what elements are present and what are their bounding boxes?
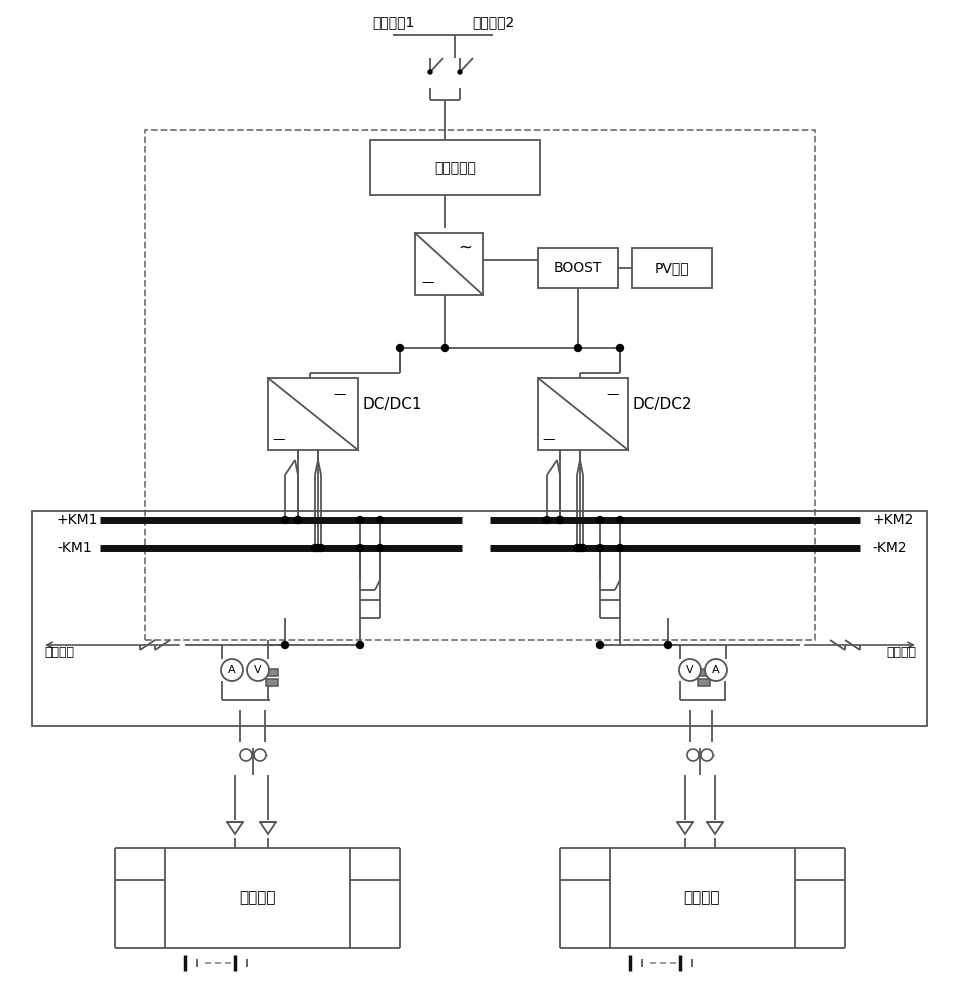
Circle shape bbox=[428, 70, 432, 74]
Bar bbox=[538, 378, 628, 450]
Circle shape bbox=[617, 544, 623, 552]
Circle shape bbox=[617, 344, 623, 352]
Text: 蓄电池组: 蓄电池组 bbox=[239, 890, 275, 906]
Bar bbox=[610, 848, 795, 948]
Circle shape bbox=[596, 642, 603, 648]
Text: +KM2: +KM2 bbox=[872, 513, 913, 527]
Circle shape bbox=[576, 544, 583, 552]
Circle shape bbox=[665, 642, 671, 648]
Text: —: — bbox=[422, 276, 434, 290]
Bar bbox=[698, 669, 710, 676]
Bar bbox=[266, 679, 278, 686]
Circle shape bbox=[705, 659, 727, 681]
Bar bbox=[32, 511, 927, 726]
Bar bbox=[538, 248, 618, 288]
Text: 交流电源2: 交流电源2 bbox=[472, 15, 514, 29]
Circle shape bbox=[396, 344, 404, 352]
Text: A: A bbox=[228, 665, 236, 675]
Text: BOOST: BOOST bbox=[553, 261, 602, 275]
Text: 试验回路: 试验回路 bbox=[44, 647, 74, 660]
Circle shape bbox=[596, 516, 603, 524]
Circle shape bbox=[282, 642, 289, 648]
Circle shape bbox=[617, 516, 623, 524]
Circle shape bbox=[282, 516, 289, 524]
Text: -KM2: -KM2 bbox=[872, 541, 906, 555]
Circle shape bbox=[357, 642, 363, 648]
Circle shape bbox=[221, 659, 243, 681]
Bar bbox=[415, 233, 483, 295]
Circle shape bbox=[573, 544, 580, 552]
Circle shape bbox=[579, 544, 587, 552]
Text: A: A bbox=[713, 665, 720, 675]
Circle shape bbox=[679, 659, 701, 681]
Circle shape bbox=[544, 516, 550, 524]
Circle shape bbox=[240, 749, 252, 761]
Text: DC/DC1: DC/DC1 bbox=[362, 397, 422, 412]
Circle shape bbox=[294, 516, 301, 524]
Bar bbox=[698, 679, 710, 686]
Text: 双电源切换: 双电源切换 bbox=[434, 161, 476, 175]
Text: —: — bbox=[543, 434, 555, 446]
Text: PV阵列: PV阵列 bbox=[655, 261, 690, 275]
Polygon shape bbox=[227, 822, 243, 834]
Text: ~: ~ bbox=[458, 239, 472, 257]
Text: 试验回路: 试验回路 bbox=[886, 647, 916, 660]
Polygon shape bbox=[677, 822, 693, 834]
Circle shape bbox=[687, 749, 699, 761]
Polygon shape bbox=[260, 822, 276, 834]
Circle shape bbox=[312, 544, 318, 552]
Circle shape bbox=[254, 749, 266, 761]
Circle shape bbox=[377, 516, 384, 524]
Text: —: — bbox=[272, 434, 285, 446]
Circle shape bbox=[357, 544, 363, 552]
Polygon shape bbox=[707, 822, 723, 834]
Bar bbox=[165, 848, 350, 948]
Circle shape bbox=[556, 516, 564, 524]
Bar bbox=[268, 378, 358, 450]
Bar bbox=[632, 248, 712, 288]
Bar bbox=[370, 140, 540, 195]
Text: —: — bbox=[607, 388, 620, 401]
Circle shape bbox=[315, 544, 321, 552]
Circle shape bbox=[574, 344, 581, 352]
Text: -KM1: -KM1 bbox=[57, 541, 92, 555]
Circle shape bbox=[441, 344, 449, 352]
Circle shape bbox=[458, 70, 462, 74]
Text: +KM1: +KM1 bbox=[57, 513, 99, 527]
Text: V: V bbox=[687, 665, 693, 675]
Bar bbox=[266, 669, 278, 676]
Circle shape bbox=[556, 516, 564, 524]
Text: 交流电源1: 交流电源1 bbox=[372, 15, 414, 29]
Text: DC/DC2: DC/DC2 bbox=[632, 397, 691, 412]
Text: —: — bbox=[334, 388, 346, 401]
Circle shape bbox=[377, 544, 384, 552]
Circle shape bbox=[596, 544, 603, 552]
Circle shape bbox=[317, 544, 324, 552]
Circle shape bbox=[294, 516, 301, 524]
Text: V: V bbox=[254, 665, 262, 675]
Circle shape bbox=[357, 516, 363, 524]
Circle shape bbox=[247, 659, 269, 681]
Text: 蓄电池组: 蓄电池组 bbox=[684, 890, 720, 906]
Bar bbox=[145, 130, 815, 640]
Circle shape bbox=[701, 749, 713, 761]
